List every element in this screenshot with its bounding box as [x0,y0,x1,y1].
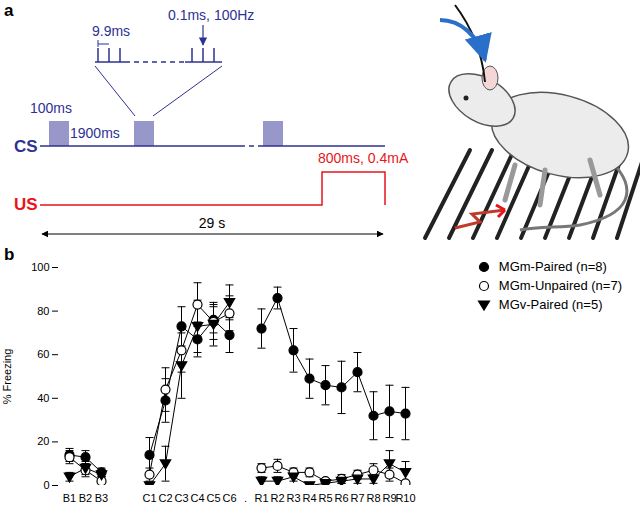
svg-text:1900ms: 1900ms [70,125,120,141]
svg-text:0: 0 [43,479,49,491]
svg-text:CS: CS [14,137,38,156]
svg-text:R2: R2 [270,492,284,504]
svg-text:100: 100 [31,261,49,273]
svg-text:80: 80 [37,305,49,317]
svg-text:US: US [14,195,38,214]
svg-text:R1: R1 [254,492,268,504]
svg-text:R6: R6 [334,492,348,504]
html-text:MGm-Unpaired (n=7): MGm-Unpaired (n=7) [498,278,622,293]
svg-text:R4: R4 [302,492,316,504]
html-text:b: b [4,245,15,264]
svg-text:.: . [244,492,247,504]
svg-text:40: 40 [37,392,49,404]
svg-text:R10: R10 [395,492,415,504]
svg-text:C1: C1 [142,492,156,504]
svg-text:60: 60 [37,348,49,360]
svg-text:20: 20 [37,435,49,447]
html-text:MGm-Paired (n=8): MGm-Paired (n=8) [498,259,607,274]
html-text:MGv-Paired (n=5): MGv-Paired (n=5) [498,297,603,312]
svg-text:R7: R7 [350,492,364,504]
svg-text:C4: C4 [190,492,204,504]
svg-text:R8: R8 [366,492,380,504]
svg-text:C2: C2 [158,492,172,504]
svg-text:100ms: 100ms [30,100,72,116]
svg-text:C5: C5 [206,492,220,504]
svg-text:0.1ms, 100Hz: 0.1ms, 100Hz [168,7,254,23]
svg-text:C6: C6 [222,492,236,504]
svg-text:29 s: 29 s [199,215,225,231]
svg-text:R5: R5 [318,492,332,504]
svg-text:R9: R9 [382,492,397,505]
svg-text:9.9ms: 9.9ms [92,23,130,39]
svg-text:R3: R3 [286,492,300,504]
svg-text:B2: B2 [79,492,92,504]
svg-text:% Freezing: % Freezing [1,349,13,405]
svg-text:C3: C3 [174,492,188,504]
svg-text:B1: B1 [63,492,76,504]
svg-text:a: a [4,1,14,20]
svg-text:B3: B3 [95,492,108,504]
svg-text:800ms, 0.4mA: 800ms, 0.4mA [318,150,409,166]
